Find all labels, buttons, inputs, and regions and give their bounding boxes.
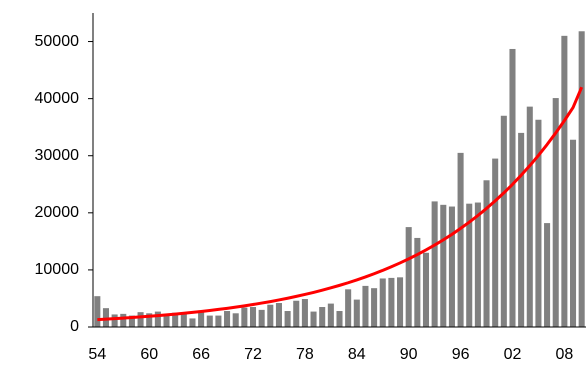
bar	[422, 252, 430, 327]
bar	[518, 132, 525, 327]
x-tick-label: 72	[244, 346, 262, 363]
bar	[258, 309, 265, 327]
bar	[509, 48, 516, 327]
bar	[120, 313, 127, 327]
bar	[310, 311, 317, 327]
bar	[388, 277, 395, 327]
bar	[189, 318, 196, 327]
bar	[224, 311, 231, 327]
x-tick-label: 78	[296, 346, 314, 363]
bar	[353, 299, 360, 327]
bar	[448, 206, 455, 327]
y-tick-label: 0	[70, 318, 79, 335]
bar	[146, 313, 153, 327]
y-tick-label: 20000	[35, 204, 80, 221]
bar	[379, 278, 386, 327]
bar	[414, 237, 421, 327]
bar	[569, 139, 577, 327]
bar	[154, 311, 161, 327]
bar	[94, 296, 101, 327]
x-tick-label: 96	[452, 346, 470, 363]
bar	[128, 315, 135, 327]
x-tick-label: 84	[348, 346, 366, 363]
bar	[180, 312, 187, 327]
bar	[137, 312, 144, 327]
x-tick-label: 02	[504, 346, 522, 363]
bar	[215, 315, 222, 327]
bar	[535, 119, 542, 327]
y-tick-label: 50000	[35, 33, 80, 50]
bar	[552, 98, 559, 327]
bar	[371, 288, 378, 327]
x-tick-label: 54	[88, 346, 106, 363]
bar	[483, 180, 490, 327]
bar	[102, 308, 110, 327]
bar	[301, 299, 308, 327]
bar	[198, 310, 205, 327]
bar	[440, 204, 447, 327]
bar	[492, 158, 499, 327]
bar	[249, 307, 257, 327]
trend-line	[97, 86, 584, 322]
bar	[362, 285, 369, 327]
bar	[172, 312, 179, 327]
bar	[431, 201, 438, 327]
bar	[474, 202, 481, 327]
bar	[336, 311, 343, 327]
bar	[275, 303, 282, 327]
bar	[293, 300, 300, 327]
bar	[111, 314, 118, 327]
bar	[232, 313, 239, 327]
bar	[578, 31, 585, 327]
y-tick-label: 10000	[35, 261, 80, 278]
x-tick-label: 66	[192, 346, 210, 363]
bar	[319, 307, 326, 327]
bar	[327, 303, 334, 327]
x-tick-label: 08	[555, 346, 573, 363]
bar	[206, 315, 213, 327]
bar	[397, 277, 404, 327]
bar	[526, 106, 533, 327]
bar	[500, 115, 507, 327]
bar	[405, 227, 412, 327]
bar	[457, 152, 464, 327]
bar	[163, 313, 170, 327]
bar	[241, 307, 248, 327]
y-tick-label: 40000	[35, 90, 80, 107]
bar	[267, 304, 274, 327]
bar	[544, 223, 551, 327]
bar	[345, 289, 352, 327]
x-tick-label: 60	[140, 346, 158, 363]
bar	[466, 203, 473, 327]
y-tick-label: 30000	[35, 147, 80, 164]
bar	[284, 311, 291, 327]
x-tick-label: 90	[400, 346, 418, 363]
bar	[561, 35, 568, 327]
